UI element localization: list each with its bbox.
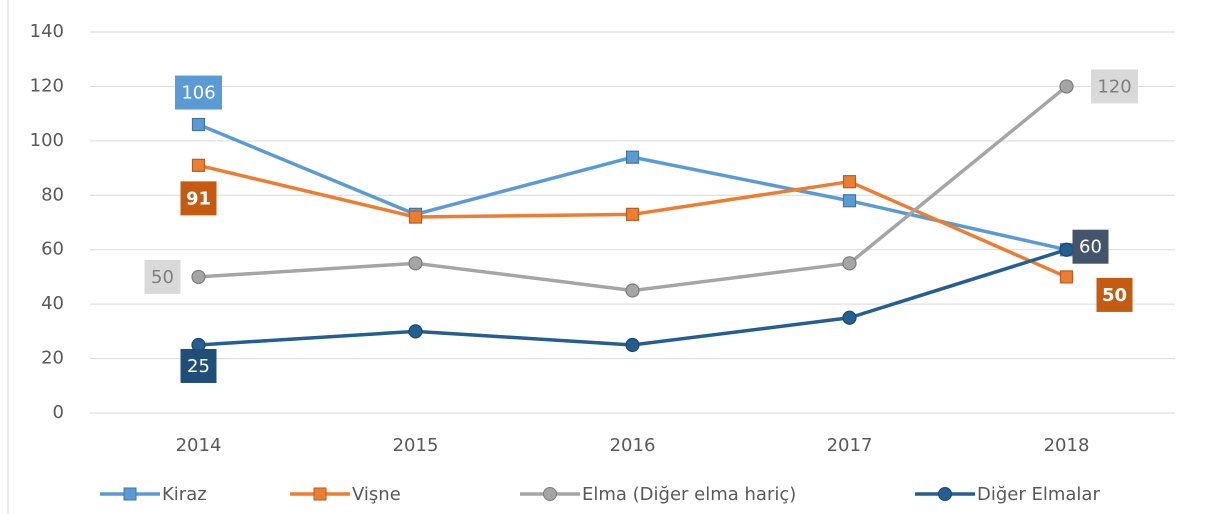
- data-label: 91: [186, 188, 211, 209]
- x-tick-label: 2018: [1044, 435, 1090, 456]
- legend-label: Kiraz: [162, 484, 207, 505]
- series-line: [198, 163, 1068, 279]
- data-label-box: [180, 348, 217, 383]
- data-label-box: [1072, 229, 1109, 264]
- data-label-box: [175, 75, 222, 110]
- data-label: 106: [181, 83, 215, 104]
- data-label-box: [1096, 277, 1133, 312]
- y-tick-label: 20: [41, 348, 64, 369]
- data-label-box: [180, 181, 217, 216]
- point-marker: [191, 269, 206, 285]
- point-marker: [1059, 79, 1074, 94]
- y-tick-label: 120: [30, 75, 64, 96]
- point-marker: [408, 324, 423, 339]
- data-label: 60: [1079, 237, 1102, 258]
- legend-marker: [938, 487, 952, 501]
- point-marker: [191, 158, 206, 172]
- y-tick-label: 140: [30, 21, 64, 42]
- series-line: [198, 85, 1068, 293]
- y-tick-label: 40: [41, 293, 64, 314]
- point-marker: [1059, 242, 1074, 257]
- legend-label: Elma (Diğer elma hariç): [582, 484, 796, 505]
- point-marker: [625, 337, 640, 353]
- legend-marker: [123, 487, 137, 501]
- data-label-box: [144, 259, 181, 294]
- series-line: [197, 122, 1067, 252]
- legend-marker: [313, 487, 327, 501]
- data-label: 50: [151, 267, 174, 288]
- point-marker: [842, 194, 857, 208]
- point-marker: [625, 150, 640, 164]
- legend-label: Vişne: [352, 484, 401, 505]
- point-marker: [408, 210, 423, 224]
- point-marker: [625, 207, 640, 221]
- data-label: 50: [1102, 285, 1127, 306]
- point-marker: [842, 175, 857, 189]
- x-tick-label: 2017: [827, 435, 873, 456]
- point-marker: [625, 283, 640, 298]
- y-tick-label: 0: [53, 402, 64, 423]
- legend-label: Diğer Elmalar: [977, 484, 1100, 505]
- y-tick-label: 80: [41, 184, 64, 205]
- data-label-box: [1091, 69, 1138, 104]
- point-marker: [408, 256, 423, 271]
- y-tick-label: 60: [41, 239, 64, 260]
- x-tick-label: 2016: [610, 435, 656, 456]
- point-marker: [191, 117, 206, 132]
- y-tick-label: 100: [30, 130, 64, 151]
- legend-marker: [543, 487, 557, 501]
- data-label: 25: [187, 356, 210, 377]
- point-marker: [1059, 270, 1074, 284]
- point-marker: [842, 310, 857, 325]
- x-tick-label: 2014: [176, 435, 222, 456]
- data-label: 120: [1097, 76, 1131, 97]
- x-tick-label: 2015: [393, 435, 439, 456]
- point-marker: [842, 256, 857, 271]
